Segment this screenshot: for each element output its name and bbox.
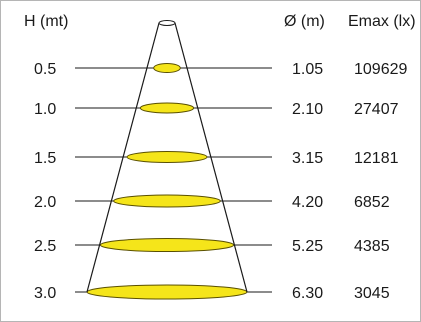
light-source-ellipse <box>158 20 176 26</box>
light-spot-ellipse <box>86 284 248 300</box>
cone-right-edge <box>174 22 248 293</box>
light-spot-ellipse <box>126 151 208 163</box>
row-height-label: 3.0 <box>34 285 56 302</box>
row-height-label: 1.5 <box>34 150 56 167</box>
light-spot-ellipse <box>99 238 235 252</box>
row-height-label: 0.5 <box>34 61 56 78</box>
cone-left-edge <box>86 22 160 293</box>
diameter-header: Ø (m) <box>284 13 325 30</box>
row-height-label: 1.0 <box>34 101 56 118</box>
row-emax-label: 4385 <box>354 238 390 255</box>
row-diameter-label: 2.10 <box>292 101 323 118</box>
height-header: H (mt) <box>24 13 68 30</box>
emax-header: Emax (lx) <box>348 13 416 30</box>
row-emax-label: 27407 <box>354 101 399 118</box>
light-spot-ellipse <box>153 63 181 73</box>
row-diameter-label: 4.20 <box>292 194 323 211</box>
light-spot-ellipse <box>139 102 195 114</box>
row-diameter-label: 3.15 <box>292 150 323 167</box>
row-height-label: 2.5 <box>34 238 56 255</box>
row-emax-label: 6852 <box>354 194 390 211</box>
row-diameter-label: 1.05 <box>292 61 323 78</box>
row-diameter-label: 6.30 <box>292 285 323 302</box>
row-diameter-label: 5.25 <box>292 238 323 255</box>
row-emax-label: 109629 <box>354 61 407 78</box>
light-spot-ellipse <box>113 194 221 208</box>
row-emax-label: 3045 <box>354 285 390 302</box>
row-emax-label: 12181 <box>354 150 399 167</box>
row-height-label: 2.0 <box>34 194 56 211</box>
